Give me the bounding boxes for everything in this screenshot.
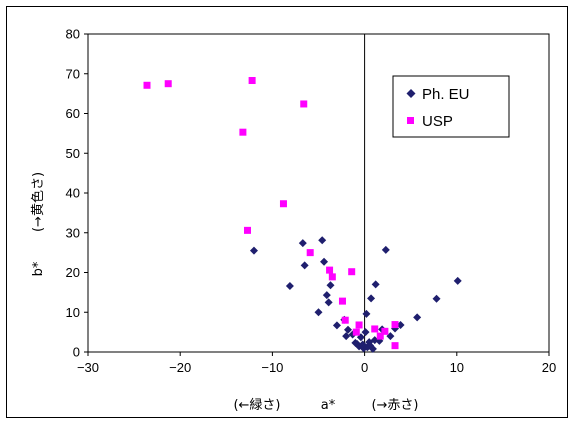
- y-tick-label: 80: [66, 27, 80, 42]
- ph-eu-point: [432, 294, 441, 303]
- ph-eu-point: [413, 313, 422, 322]
- y-tick-label: 30: [66, 225, 80, 240]
- usp-point: [164, 80, 172, 88]
- usp-point: [279, 200, 287, 208]
- y-axis-sub-label: (→黄色さ): [30, 172, 46, 232]
- ph-eu-point: [318, 236, 327, 245]
- ph-eu-point: [324, 298, 333, 307]
- x-ticks: −30 −20 −10 0 10 20: [77, 352, 556, 375]
- y-tick-label: 40: [66, 186, 80, 201]
- usp-point: [338, 297, 346, 305]
- legend-box: [392, 75, 510, 138]
- ph-eu-point: [322, 291, 331, 300]
- legend-item-usp: USP: [407, 113, 453, 130]
- usp-point: [248, 77, 256, 85]
- usp-point: [143, 81, 151, 89]
- y-tick-label: 70: [66, 66, 80, 81]
- ph-eu-point: [386, 332, 395, 341]
- ph-eu-point: [342, 332, 351, 341]
- y-axis-label: b*: [31, 261, 46, 276]
- ph-eu-point: [314, 308, 323, 317]
- usp-point: [376, 332, 384, 340]
- usp-point: [239, 128, 247, 136]
- ph-eu-point: [453, 276, 462, 285]
- ph-eu-point: [332, 321, 341, 330]
- usp-point: [341, 316, 349, 324]
- x-tick-label: 0: [361, 360, 368, 375]
- x-tick-label: −20: [169, 360, 191, 375]
- data-points: [143, 77, 462, 353]
- ph-eu-point: [344, 325, 353, 334]
- legend-label-usp: USP: [422, 113, 453, 130]
- legend: Ph. EU USP: [392, 75, 510, 138]
- y-tick-label: 60: [66, 106, 80, 121]
- ph-eu-point: [285, 282, 294, 291]
- x-axis-label: a*: [321, 398, 336, 413]
- x-tick-label: 20: [542, 360, 556, 375]
- usp-point: [300, 100, 308, 108]
- usp-point: [326, 266, 334, 274]
- ph-eu-point: [361, 328, 370, 337]
- ph-eu-point: [362, 309, 371, 318]
- x-axis-left-label: (←緑さ): [233, 398, 280, 413]
- chart-frame: 0 10 20 30 40 50 60 70 80 −30 −20 −10 0 10 20 (←緑さ) a…: [6, 6, 568, 418]
- usp-point: [391, 321, 399, 329]
- y-tick-label: 0: [73, 345, 80, 360]
- legend-label-ph-eu: Ph. EU: [422, 86, 470, 103]
- y-ticks: 0 10 20 30 40 50 60 70 80: [66, 27, 88, 360]
- usp-point: [352, 328, 360, 336]
- x-tick-label: −30: [77, 360, 99, 375]
- legend-marker-diamond: [406, 89, 416, 98]
- usp-point: [348, 268, 356, 276]
- ph-eu-point: [371, 280, 380, 289]
- usp-point: [328, 273, 336, 281]
- y-tick-label: 10: [66, 305, 80, 320]
- y-tick-label: 20: [66, 265, 80, 280]
- ph-eu-point: [396, 320, 405, 329]
- x-tick-label: −10: [261, 360, 283, 375]
- ph-eu-point: [249, 246, 258, 255]
- ph-eu-point: [368, 344, 377, 353]
- x-tick-label: 10: [450, 360, 464, 375]
- usp-point: [244, 226, 252, 234]
- usp-point: [306, 249, 314, 257]
- y-tick-label: 50: [66, 146, 80, 161]
- usp-point: [355, 321, 363, 329]
- ph-eu-point: [300, 261, 309, 270]
- usp-point: [371, 325, 379, 333]
- ph-eu-point: [326, 281, 335, 290]
- usp-point: [381, 327, 389, 335]
- ph-eu-point: [381, 245, 390, 254]
- legend-item-ph-eu: Ph. EU: [406, 86, 470, 103]
- ph-eu-point: [298, 239, 307, 248]
- scatter-chart: 0 10 20 30 40 50 60 70 80 −30 −20 −10 0 10 20 (←緑さ) a…: [30, 27, 556, 414]
- x-axis-right-label: (→赤さ): [371, 398, 418, 413]
- usp-point: [391, 342, 399, 350]
- ph-eu-point: [367, 294, 376, 303]
- legend-marker-square: [407, 117, 414, 124]
- ph-eu-point: [320, 257, 329, 266]
